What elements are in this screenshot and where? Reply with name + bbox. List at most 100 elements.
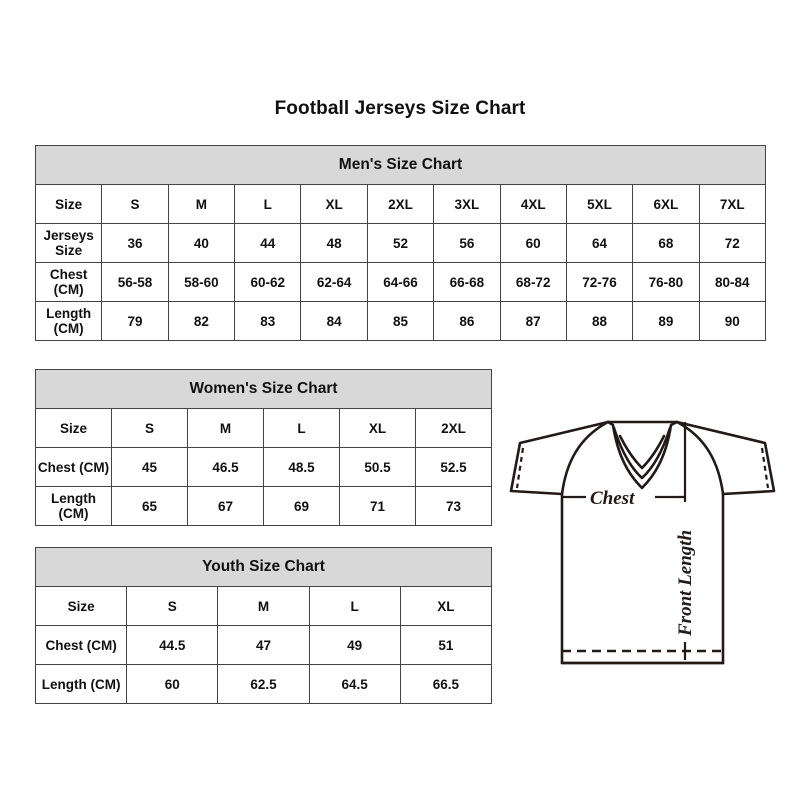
neckline-outer bbox=[606, 420, 679, 490]
table-cell: 2XL bbox=[366, 184, 435, 224]
table-cell: 5XL bbox=[565, 184, 634, 224]
left-cuff-dashed bbox=[515, 447, 525, 489]
table-row: Jerseys Size 36 40 44 48 52 56 60 64 68 72 bbox=[34, 223, 767, 263]
page-title: Football Jerseys Size Chart bbox=[274, 98, 526, 119]
table-cell: XL bbox=[300, 184, 368, 224]
table-cell: 3XL bbox=[433, 184, 501, 224]
table-cell: 87 bbox=[499, 301, 567, 341]
row-label: Chest (CM) bbox=[35, 447, 112, 487]
table-cell: 56 bbox=[433, 223, 501, 263]
table-cell: 72-76 bbox=[565, 262, 634, 302]
youth-table-body: Youth Size Chart Size S M L XL Chest (CM) 44.5 4… bbox=[34, 547, 493, 704]
table-cell: 64.5 bbox=[308, 664, 401, 704]
table-cell: 49 bbox=[308, 625, 401, 665]
mens-size-table: Men's Size Chart Size S M L XL 2XL 3XL 4XL 5XL 6XL… bbox=[34, 145, 767, 341]
table-cell: 90 bbox=[698, 301, 767, 341]
table-cell: 2XL bbox=[415, 408, 492, 448]
table-cell: S bbox=[101, 184, 169, 224]
table-row: Size S M L XL 2XL bbox=[35, 408, 492, 448]
table-heading-row: Youth Size Chart bbox=[35, 547, 492, 587]
row-label: Chest (CM) bbox=[34, 262, 103, 302]
table-row: Size S M L XL 2XL 3XL 4XL 5XL 6XL 7XL bbox=[34, 184, 767, 224]
table-row: Length (CM) 65 67 69 71 73 bbox=[35, 486, 492, 526]
row-label: Length (CM) bbox=[34, 664, 128, 704]
table-cell: 67 bbox=[187, 486, 264, 526]
table-cell: 58-60 bbox=[167, 262, 236, 302]
table-cell: 76-80 bbox=[632, 262, 700, 302]
row-label: Length (CM) bbox=[35, 486, 112, 526]
row-label: Size bbox=[34, 586, 128, 626]
table-cell: 36 bbox=[101, 223, 169, 263]
body-outline bbox=[560, 492, 725, 665]
row-label: Jerseys Size bbox=[34, 223, 103, 263]
table-heading: Youth Size Chart bbox=[35, 547, 492, 587]
table-cell: 71 bbox=[339, 486, 416, 526]
table-cell: S bbox=[111, 408, 188, 448]
womens-table-body: Women's Size Chart Size S M L XL 2XL Chest (CM)… bbox=[35, 369, 492, 526]
table-cell: 60 bbox=[499, 223, 567, 263]
table-cell: 83 bbox=[234, 301, 302, 341]
table-cell: 44 bbox=[234, 223, 302, 263]
table-cell: 50.5 bbox=[339, 447, 416, 487]
table-cell: 48 bbox=[300, 223, 368, 263]
table-cell: 62-64 bbox=[300, 262, 368, 302]
left-armhole bbox=[560, 420, 610, 496]
table-row: Length (CM) 79 82 83 84 85 86 87 88 89 90 bbox=[34, 301, 767, 341]
table-cell: 48.5 bbox=[263, 447, 340, 487]
table-cell: 66-68 bbox=[433, 262, 501, 302]
table-cell: 64-66 bbox=[366, 262, 435, 302]
row-label: Size bbox=[34, 184, 103, 224]
table-cell: 46.5 bbox=[187, 447, 264, 487]
table-cell: 73 bbox=[415, 486, 492, 526]
table-cell: XL bbox=[399, 586, 493, 626]
table-cell: 84 bbox=[300, 301, 368, 341]
table-cell: S bbox=[126, 586, 219, 626]
left-sleeve-outline bbox=[509, 420, 610, 496]
table-row: Chest (CM) 44.5 47 49 51 bbox=[34, 625, 493, 665]
table-cell: 52.5 bbox=[415, 447, 492, 487]
table-cell: 89 bbox=[632, 301, 700, 341]
table-cell: 88 bbox=[565, 301, 634, 341]
table-cell: M bbox=[167, 184, 236, 224]
table-cell: 47 bbox=[217, 625, 310, 665]
table-row: Chest (CM) 56-58 58-60 60-62 62-64 64-66 66-68… bbox=[34, 262, 767, 302]
table-cell: 44.5 bbox=[126, 625, 219, 665]
table-cell: 60-62 bbox=[234, 262, 302, 302]
table-cell: 6XL bbox=[632, 184, 700, 224]
jersey-measurement-diagram: Chest Front Length bbox=[500, 398, 785, 703]
row-label: Length (CM) bbox=[34, 301, 103, 341]
table-cell: 65 bbox=[111, 486, 188, 526]
table-cell: 66.5 bbox=[399, 664, 493, 704]
table-cell: 69 bbox=[263, 486, 340, 526]
table-cell: 45 bbox=[111, 447, 188, 487]
table-cell: 56-58 bbox=[101, 262, 169, 302]
table-cell: 86 bbox=[433, 301, 501, 341]
table-cell: 72 bbox=[698, 223, 767, 263]
table-cell: 40 bbox=[167, 223, 236, 263]
table-cell: 7XL bbox=[698, 184, 767, 224]
collar-band-2 bbox=[618, 434, 666, 470]
table-cell: 60 bbox=[126, 664, 219, 704]
table-row: Size S M L XL bbox=[34, 586, 493, 626]
table-row: Length (CM) 60 62.5 64.5 66.5 bbox=[34, 664, 493, 704]
table-heading-row: Women's Size Chart bbox=[35, 369, 492, 409]
womens-size-table: Women's Size Chart Size S M L XL 2XL Chest (CM)… bbox=[35, 369, 492, 526]
table-cell: 68 bbox=[632, 223, 700, 263]
table-cell: 52 bbox=[366, 223, 435, 263]
table-cell: 85 bbox=[366, 301, 435, 341]
table-heading-row: Men's Size Chart bbox=[35, 145, 766, 185]
table-row: Chest (CM) 45 46.5 48.5 50.5 52.5 bbox=[35, 447, 492, 487]
table-cell: 80-84 bbox=[698, 262, 767, 302]
row-label: Chest (CM) bbox=[34, 625, 128, 665]
mens-table-body: Men's Size Chart Size S M L XL 2XL 3XL 4XL 5XL 6XL… bbox=[34, 145, 767, 341]
table-cell: 64 bbox=[565, 223, 634, 263]
table-heading: Women's Size Chart bbox=[35, 369, 492, 409]
table-cell: XL bbox=[339, 408, 416, 448]
youth-size-table: Youth Size Chart Size S M L XL Chest (CM) 44.5 4… bbox=[34, 547, 493, 704]
front-length-measure-label: Front Length bbox=[675, 530, 696, 637]
table-cell: 62.5 bbox=[217, 664, 310, 704]
table-cell: 4XL bbox=[499, 184, 567, 224]
right-cuff-dashed bbox=[760, 447, 770, 489]
table-cell: 79 bbox=[101, 301, 169, 341]
table-cell: L bbox=[308, 586, 401, 626]
